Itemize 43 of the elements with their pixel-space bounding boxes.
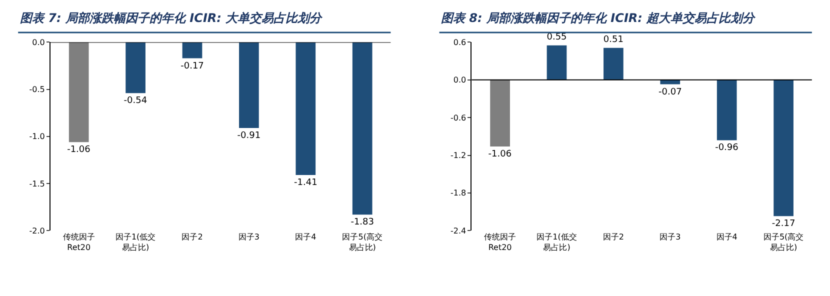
bar <box>546 45 567 80</box>
y-tick-label: -2.4 <box>450 226 466 236</box>
data-label: -2.17 <box>772 219 796 230</box>
x-tick-label: 因子4 <box>295 232 316 242</box>
data-label: -1.41 <box>294 178 318 188</box>
data-label: -0.07 <box>658 87 682 98</box>
data-label: -1.83 <box>350 218 374 228</box>
y-tick-label: -0.6 <box>450 113 466 122</box>
y-tick-label: 0.0 <box>453 76 466 85</box>
x-tick-label: 因子5(高交易占比) <box>763 232 804 252</box>
chart-title: 图表 7: 局部涨跌幅因子的年化 ICIR: 大单交易占比划分 <box>20 11 324 25</box>
x-tick-label: 传统因子Ret20 <box>62 232 95 252</box>
data-label: -1.06 <box>67 145 91 156</box>
bar <box>716 80 737 140</box>
data-label: 0.55 <box>546 32 567 42</box>
y-tick-label: -2.0 <box>29 226 45 236</box>
chart-title: 图表 8: 局部涨跌幅因子的年化 ICIR: 超大单交易占比划分 <box>441 11 757 25</box>
x-tick-label: 因子1(低交易占比) <box>536 232 577 252</box>
y-tick-label: -1.0 <box>29 132 45 142</box>
data-label: -1.06 <box>488 149 512 160</box>
x-tick-label: 因子3 <box>660 232 681 242</box>
y-tick-label: -0.5 <box>29 85 45 94</box>
x-tick-label: 因子3 <box>238 232 260 242</box>
data-label: -0.17 <box>180 61 204 72</box>
x-tick-label: 因子2 <box>182 232 203 242</box>
x-tick-label: 因子4 <box>716 232 738 242</box>
x-tick-label: 因子1(低交易占比) <box>115 232 156 252</box>
data-label: 0.51 <box>603 34 624 45</box>
x-tick-label: 因子5(高交易占比) <box>342 232 382 252</box>
x-tick-label: 传统因子Ret20 <box>484 232 516 252</box>
data-label: -0.91 <box>237 130 261 141</box>
y-tick-label: -1.8 <box>450 188 466 198</box>
data-label: -0.54 <box>124 96 148 106</box>
y-tick-label: 0.0 <box>32 38 45 48</box>
x-tick-label: 因子2 <box>602 232 624 242</box>
bar <box>604 48 624 80</box>
y-tick-label: 0.6 <box>453 38 466 48</box>
y-tick-label: -1.2 <box>450 151 466 160</box>
bar <box>774 80 794 216</box>
y-tick-label: -1.5 <box>29 179 45 188</box>
bar <box>490 80 510 146</box>
bar <box>660 80 680 84</box>
data-label: -0.96 <box>715 143 739 154</box>
